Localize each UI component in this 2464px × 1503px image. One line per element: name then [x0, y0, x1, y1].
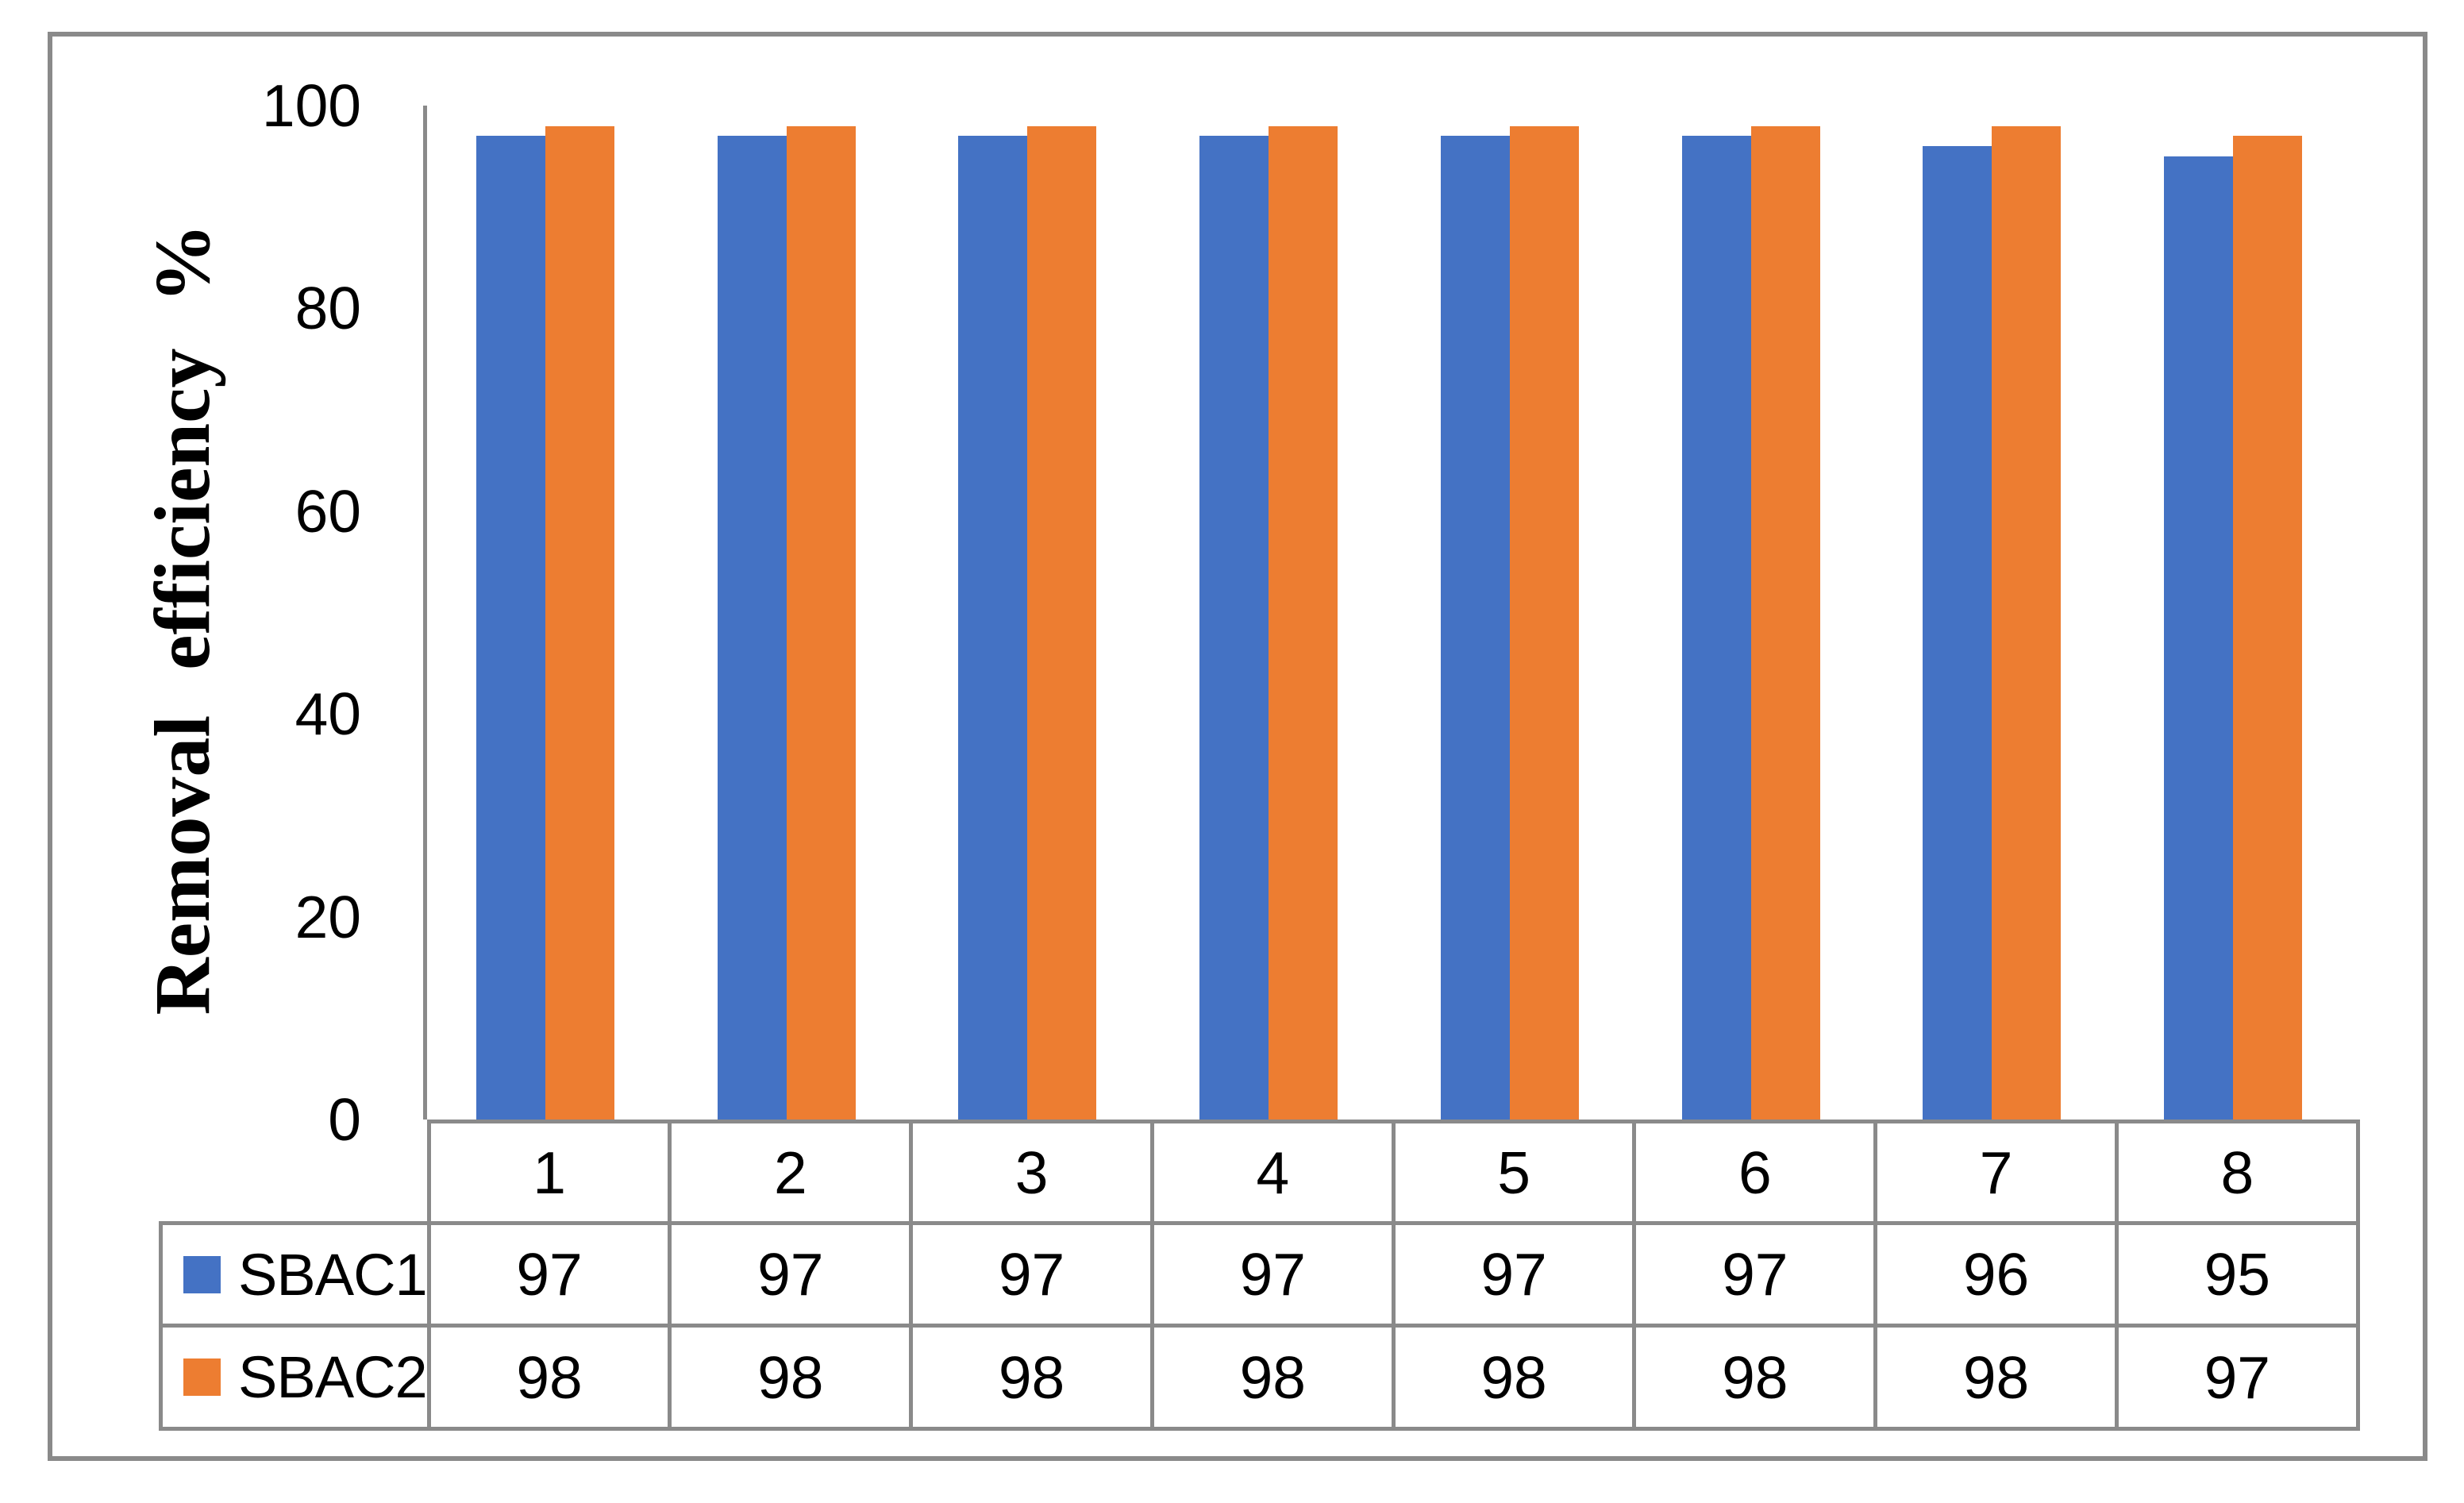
bar-sbac1-cat6	[1681, 136, 1751, 1120]
value-cell-sbac1-cat8: 95	[2114, 1221, 2360, 1328]
value-cell-sbac2-cat5: 98	[1391, 1324, 1637, 1431]
bar-sbac1-cat4	[1199, 136, 1269, 1120]
bar-sbac1-cat1	[475, 136, 545, 1120]
y-axis-line	[423, 106, 427, 1120]
value-cell-sbac2-cat8: 97	[2114, 1324, 2360, 1431]
category-header-cell: 8	[2114, 1120, 2360, 1225]
legend-swatch-sbac1	[183, 1255, 221, 1293]
bar-sbac1-cat5	[1440, 136, 1510, 1120]
value-cell-sbac2-cat4: 98	[1149, 1324, 1396, 1431]
y-tick-label: 60	[295, 477, 361, 545]
value-cell-sbac1-cat6: 97	[1632, 1221, 1878, 1328]
y-tick-label: 100	[261, 72, 361, 139]
y-tick-label: 40	[295, 680, 361, 748]
legend-cell-sbac2: SBAC2	[159, 1324, 431, 1431]
value-cell-sbac1-cat3: 97	[909, 1221, 1154, 1328]
value-cell-sbac2-cat3: 98	[909, 1324, 1154, 1431]
value-cell-sbac2-cat1: 98	[426, 1324, 672, 1431]
value-cell-sbac1-cat1: 97	[426, 1221, 672, 1328]
category-header-cell: 3	[909, 1120, 1154, 1225]
value-cell-sbac2-cat2: 98	[668, 1324, 914, 1431]
data-table: 1 2 3 4 5 6 7 8 SBAC1 97 97 97 97 97 97 96 95 SBAC2 98 98 98…	[159, 1120, 2360, 1431]
value-cell-sbac2-cat7: 98	[1873, 1324, 2119, 1431]
value-cell-sbac1-cat2: 97	[668, 1221, 914, 1328]
bar-sbac2-cat5	[1509, 125, 1579, 1120]
legend-swatch-sbac2	[183, 1358, 221, 1396]
value-cell-sbac1-cat7: 96	[1873, 1221, 2119, 1328]
legend-label: SBAC2	[238, 1344, 428, 1410]
category-header-cell: 4	[1149, 1120, 1396, 1225]
bar-sbac1-cat3	[958, 136, 1028, 1120]
plot-area: 0 20 40 60 80 100	[52, 37, 2427, 1456]
value-cell-sbac1-cat5: 97	[1391, 1221, 1637, 1328]
bar-sbac2-cat1	[545, 125, 614, 1120]
bar-sbac2-cat8	[2233, 136, 2303, 1120]
bar-sbac2-cat2	[786, 125, 856, 1120]
bar-sbac1-cat8	[2164, 156, 2234, 1120]
y-tick-label: 20	[295, 883, 361, 950]
table-blank-cell	[161, 1122, 429, 1224]
bar-sbac2-cat7	[1992, 125, 2062, 1120]
bar-sbac1-cat7	[1923, 146, 1992, 1120]
bar-sbac2-cat4	[1269, 125, 1338, 1120]
category-header-cell: 1	[426, 1120, 672, 1225]
y-tick-label: 80	[295, 275, 361, 342]
category-header-cell: 6	[1632, 1120, 1878, 1225]
y-tick-label: 0	[328, 1086, 361, 1153]
value-cell-sbac2-cat6: 98	[1632, 1324, 1878, 1431]
bar-sbac1-cat2	[717, 136, 787, 1120]
bar-sbac2-cat6	[1750, 125, 1820, 1120]
category-header-cell: 5	[1391, 1120, 1637, 1225]
legend-label: SBAC1	[238, 1241, 428, 1308]
value-cell-sbac1-cat4: 97	[1149, 1221, 1396, 1328]
category-header-cell: 2	[668, 1120, 914, 1225]
bar-sbac2-cat3	[1027, 125, 1097, 1120]
legend-cell-sbac1: SBAC1	[159, 1221, 431, 1328]
category-header-cell: 7	[1873, 1120, 2119, 1225]
